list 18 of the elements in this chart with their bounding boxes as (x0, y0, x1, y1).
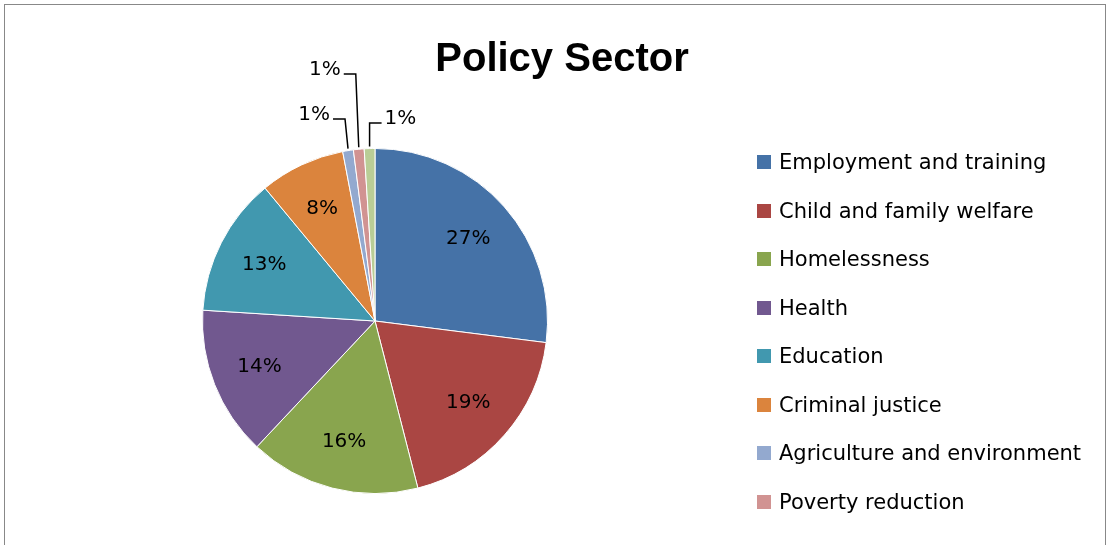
data-label: 1% (298, 101, 331, 126)
legend-label: Child and family welfare (779, 197, 1034, 225)
legend-label: Health (779, 294, 848, 322)
data-label: 1% (384, 105, 417, 130)
data-label: 19% (445, 389, 491, 414)
legend-label: Agriculture and environment (779, 440, 1082, 467)
data-label: 1% (309, 56, 341, 81)
data-label: 16% (321, 427, 367, 452)
data-label: 8% (306, 194, 338, 219)
legend-label: Education (779, 343, 884, 370)
chart-title: Policy Sector (435, 35, 689, 80)
data-label: 27% (445, 225, 491, 250)
data-label: 13% (242, 250, 287, 275)
legend-label: Homelessness (779, 246, 930, 273)
legend-label: Poverty reduction (779, 488, 965, 516)
legend-label: Criminal justice (779, 391, 942, 419)
data-label: 14% (237, 352, 282, 377)
legend-label: Employment and training (779, 149, 1047, 176)
